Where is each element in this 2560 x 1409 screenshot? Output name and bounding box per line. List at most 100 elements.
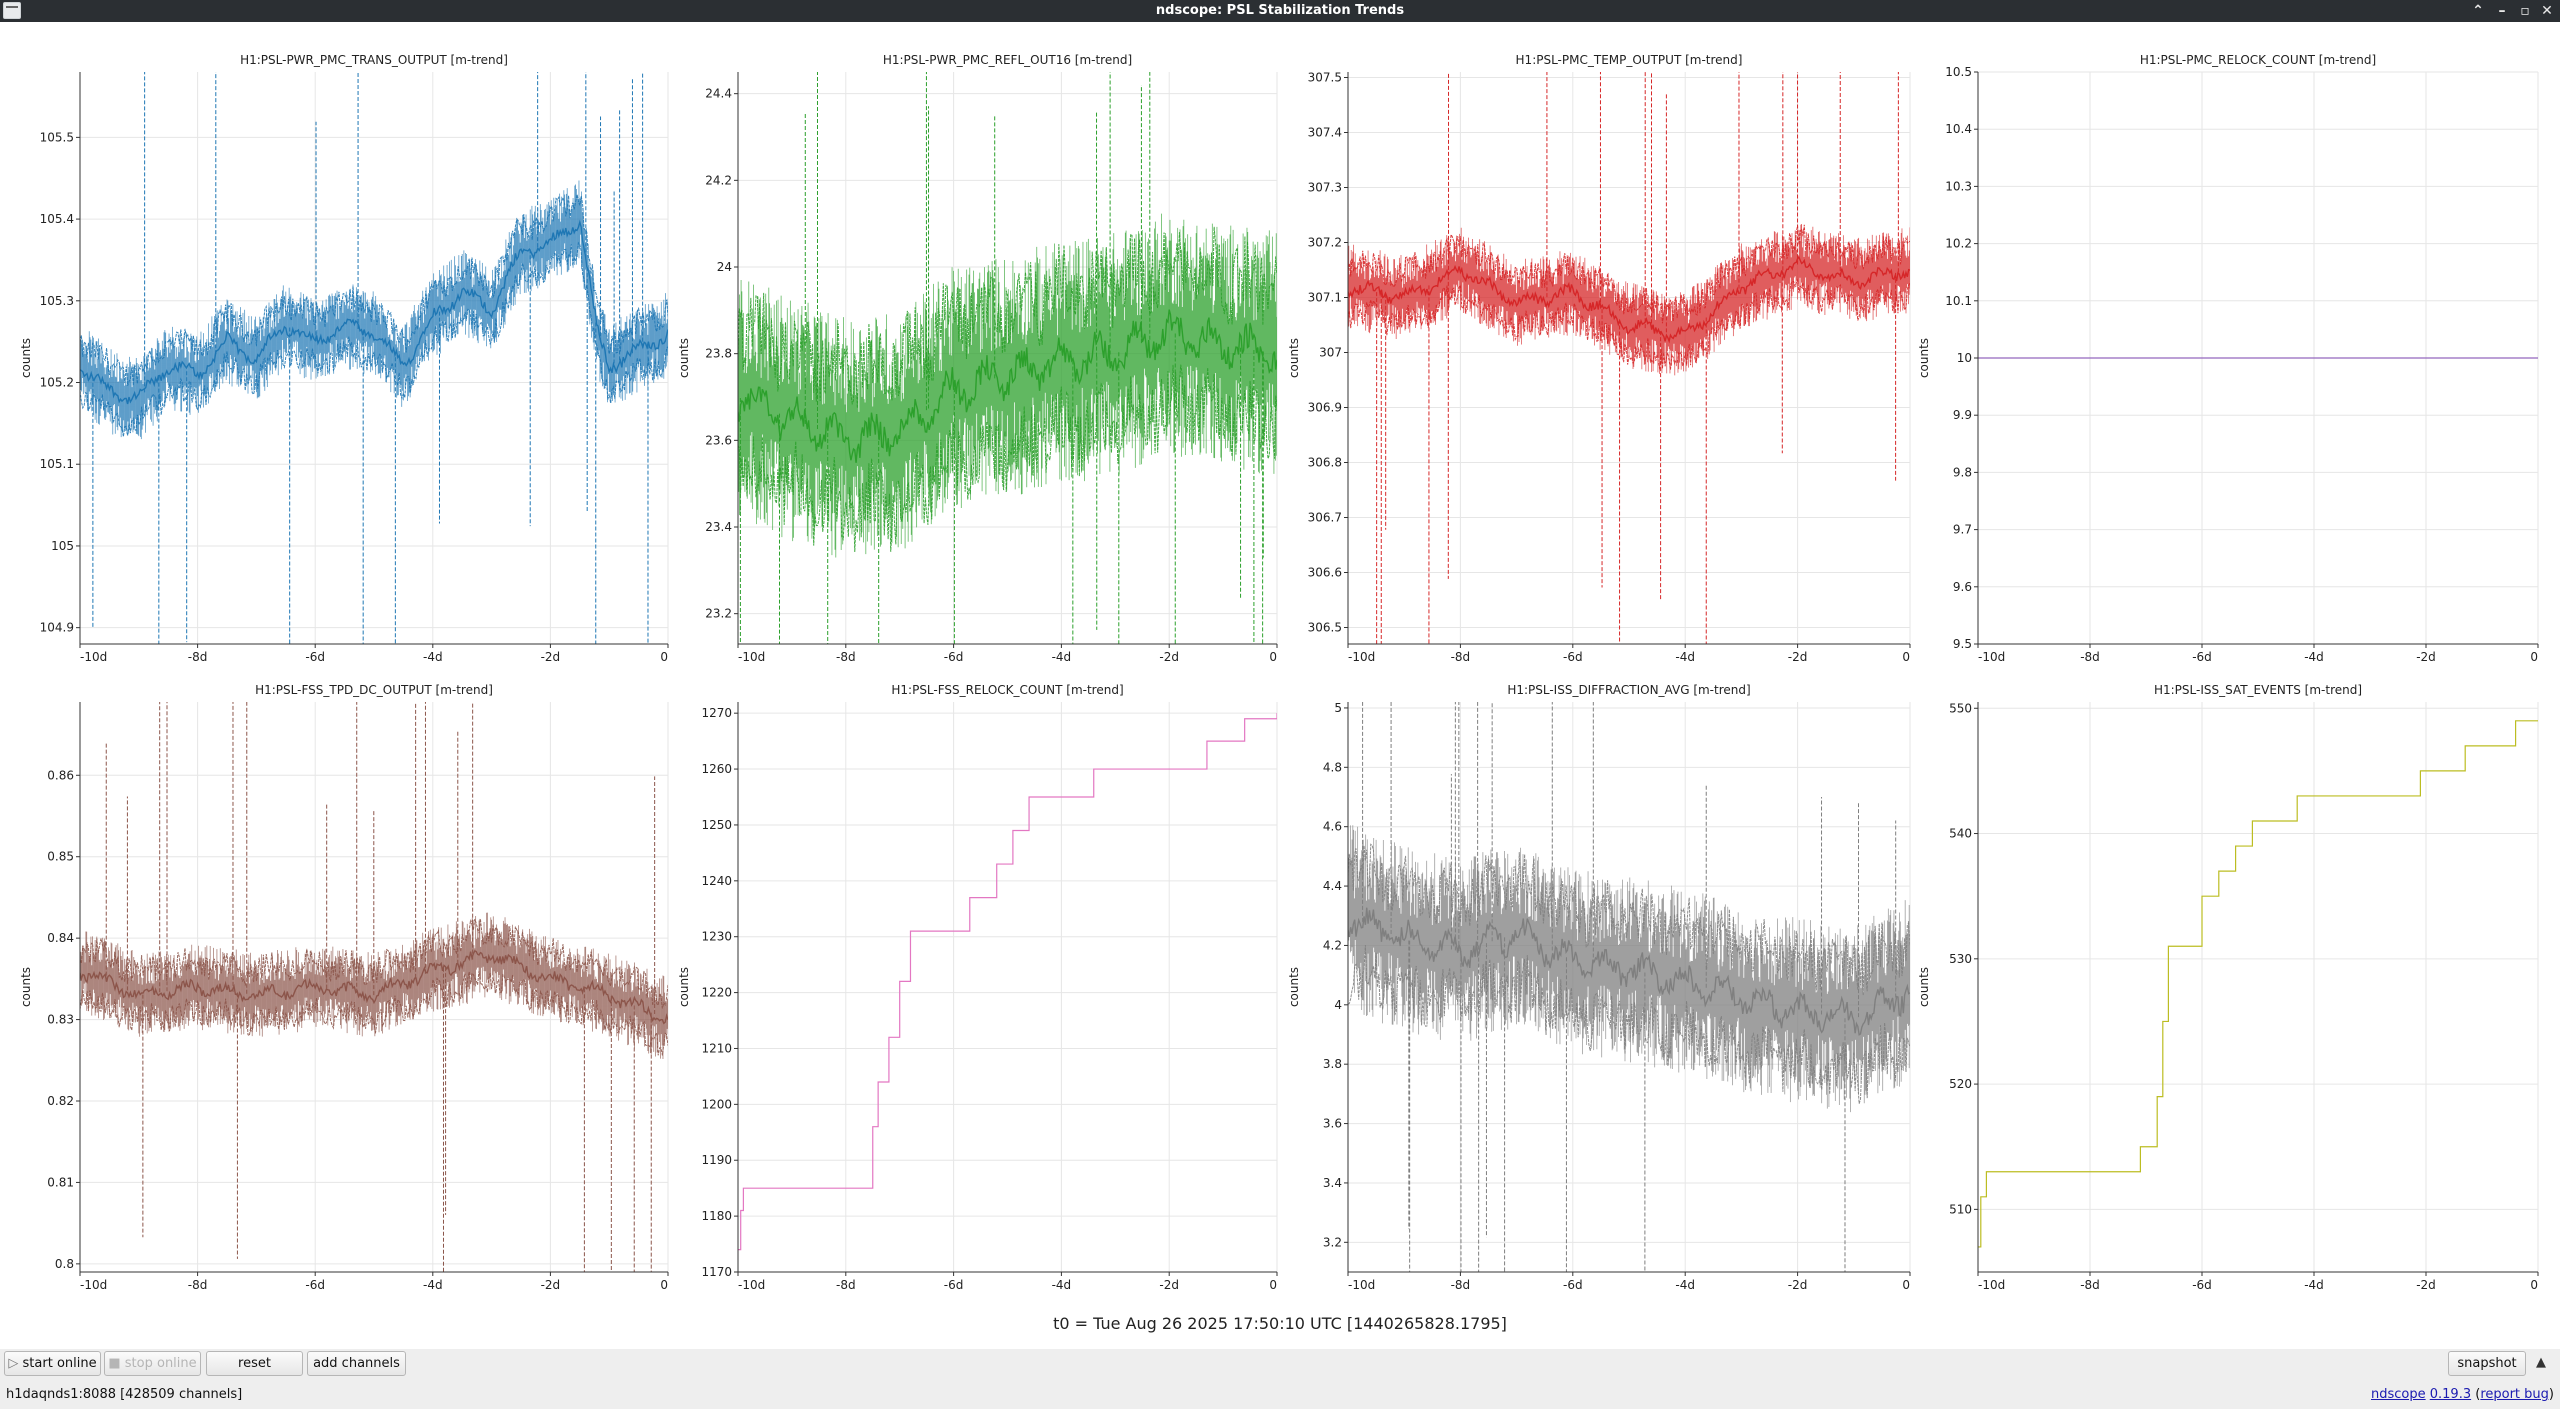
x-tick-label: -2d [541,650,561,664]
series-spikes [92,72,649,644]
add-channels-button[interactable]: add channels [307,1351,406,1376]
stop-online-button[interactable]: ■ stop online [104,1351,201,1376]
x-tick-label: -6d [1563,650,1583,664]
report-bug-link[interactable]: report bug [2480,1387,2549,1402]
series-group [80,72,668,644]
x-tick-label: -6d [1563,1278,1583,1292]
plot-panel-1[interactable]: H1:PSL-PWR_PMC_TRANS_OUTPUT [m-trend] 104… [19,22,669,822]
plot-title: H1:PSL-ISS_SAT_EVENTS [m-trend] [2154,683,2362,697]
x-tick-label: -4d [1052,1278,1072,1292]
start-online-icon: ▷ [8,1356,19,1371]
reset-button[interactable]: reset [206,1351,303,1376]
x-tick-label: -6d [2192,1278,2212,1292]
x-tick-label: -2d [541,1278,561,1292]
series-envelope [1348,825,1910,1113]
x-tick-label: -8d [188,650,208,664]
series-min [738,364,1277,553]
y-tick-label: 9.7 [1953,523,1972,537]
y-axis-label: counts [1287,338,1301,378]
close-icon[interactable]: ✕ [2541,3,2553,19]
y-tick-label: 3.4 [1323,1176,1342,1190]
x-tick-label: 0 [1902,1278,1910,1292]
y-tick-label: 4.8 [1323,760,1342,774]
x-tick-label: 0 [1902,650,1910,664]
x-tick-label: -8d [836,1278,856,1292]
plot-panel-6[interactable]: H1:PSL-FSS_RELOCK_COUNT [m-trend] 1170 118… [677,683,1278,1292]
y-tick-label: 5 [1334,701,1342,715]
y-tick-label: 10 [1957,351,1972,365]
y-tick-label: 307.2 [1308,236,1342,250]
x-tick-label: -10d [1348,1278,1375,1292]
y-tick-label: 510 [1949,1202,1972,1216]
x-tick-label: -8d [2080,650,2100,664]
y-tick-label: 23.6 [705,433,732,447]
plot-grid[interactable]: H1:PSL-PWR_PMC_TRANS_OUTPUT [m-trend]104… [0,22,2560,1322]
x-tick-label: -10d [738,1278,765,1292]
y-tick-label: 1210 [701,1041,732,1055]
x-tick-label: -10d [80,650,107,664]
y-tick-label: 4 [1334,998,1342,1012]
version-link[interactable]: 0.19.3 [2429,1387,2472,1402]
plot-title: H1:PSL-ISS_DIFFRACTION_AVG [m-trend] [1507,683,1750,697]
y-tick-label: 1200 [701,1097,732,1111]
version-info: ndscope 0.19.3 (report bug) [2370,1387,2554,1402]
x-tick-label: -2d [1159,650,1179,664]
expand-arrow-icon[interactable]: ▲ [2536,1355,2546,1370]
x-tick-label: -2d [2416,1278,2436,1292]
plot-title: H1:PSL-FSS_RELOCK_COUNT [m-trend] [891,683,1123,697]
app-link[interactable]: ndscope [2370,1387,2426,1402]
y-tick-label: 1260 [701,762,732,776]
x-tick-label: -8d [1451,650,1471,664]
y-tick-label: 105 [51,539,74,553]
plot-panel-3[interactable]: H1:PSL-PMC_TEMP_OUTPUT [m-trend] 306.5 306… [1287,22,1911,748]
plot-title: H1:PSL-PWR_PMC_REFL_OUT16 [m-trend] [883,53,1132,67]
t0-label: t0 = Tue Aug 26 2025 17:50:10 UTC [14402… [1053,1314,1507,1333]
y-tick-label: 1250 [701,818,732,832]
plot-panel-5[interactable]: H1:PSL-FSS_TPD_DC_OUTPUT [m-trend] 0.8 0.8… [19,542,669,1322]
y-tick-label: 540 [1949,827,1972,841]
x-tick-label: -10d [1348,650,1375,664]
y-tick-label: 307 [1319,346,1342,360]
x-tick-label: 0 [1269,650,1277,664]
start-online-button[interactable]: ▷ start online [4,1351,101,1376]
y-tick-label: 307.3 [1308,181,1342,195]
server-status: h1daqnds1:8088 [428509 channels] [6,1387,243,1402]
y-tick-label: 105.4 [40,212,74,226]
y-tick-label: 10.1 [1945,294,1972,308]
plot-panel-8[interactable]: H1:PSL-ISS_SAT_EVENTS [m-trend] 510 520 530… [1917,683,2539,1292]
series-group [80,702,668,1272]
y-tick-label: 1230 [701,930,732,944]
x-tick-label: -10d [1978,1278,2005,1292]
keep-above-icon[interactable]: ⌃ [2472,3,2484,19]
minimize-icon[interactable]: – [2498,3,2506,19]
plot-panel-7[interactable]: H1:PSL-ISS_DIFFRACTION_AVG [m-trend] 3.2 3… [1287,523,1911,1322]
series-envelope [1348,224,1910,376]
y-tick-label: 4.2 [1323,938,1342,952]
x-tick-label: 0 [660,1278,668,1292]
snapshot-button[interactable]: snapshot [2448,1351,2526,1376]
y-tick-label: 4.4 [1323,879,1342,893]
y-tick-label: 1240 [701,874,732,888]
window-menu-icon[interactable] [3,2,21,19]
y-axis-label: counts [677,338,691,378]
y-tick-label: 0.86 [47,768,74,782]
y-tick-label: 1220 [701,986,732,1000]
y-tick-label: 9.9 [1953,408,1972,422]
maximize-icon[interactable]: ▫ [2520,3,2530,19]
y-tick-label: 9.5 [1953,637,1972,651]
x-tick-label: -2d [2416,650,2436,664]
x-tick-label: 0 [2530,650,2538,664]
y-tick-label: 104.9 [40,621,74,635]
y-tick-label: 307.1 [1308,291,1342,305]
y-tick-label: 23.8 [705,347,732,361]
series-group [1348,702,1910,1272]
x-tick-label: -6d [305,650,325,664]
plot-panel-2[interactable]: H1:PSL-PWR_PMC_REFL_OUT16 [m-trend] 23.2 2… [677,22,1278,874]
y-tick-label: 306.5 [1308,621,1342,635]
plot-panel-4[interactable]: H1:PSL-PMC_RELOCK_COUNT [m-trend] 9.5 9.6 9… [1917,53,2539,664]
y-tick-label: 0.81 [47,1175,74,1189]
y-tick-label: 24.4 [705,87,732,101]
x-tick-label: -4d [2304,1278,2324,1292]
y-tick-label: 0.84 [47,931,74,945]
plot-title: H1:PSL-PWR_PMC_TRANS_OUTPUT [m-trend] [240,53,508,67]
